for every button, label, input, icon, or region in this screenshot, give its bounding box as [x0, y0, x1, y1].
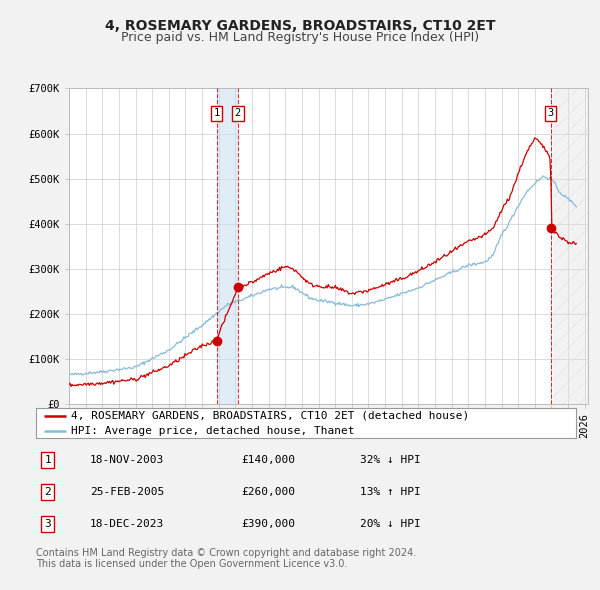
- Text: 3: 3: [44, 519, 51, 529]
- Text: 2: 2: [44, 487, 51, 497]
- Text: 1: 1: [214, 109, 220, 119]
- Text: 32% ↓ HPI: 32% ↓ HPI: [360, 455, 421, 466]
- Text: 2: 2: [235, 109, 241, 119]
- Text: 1: 1: [44, 455, 51, 466]
- Text: Contains HM Land Registry data © Crown copyright and database right 2024.
This d: Contains HM Land Registry data © Crown c…: [36, 548, 416, 569]
- Text: 4, ROSEMARY GARDENS, BROADSTAIRS, CT10 2ET: 4, ROSEMARY GARDENS, BROADSTAIRS, CT10 2…: [105, 19, 495, 33]
- Bar: [553, 88, 588, 404]
- Text: £390,000: £390,000: [241, 519, 295, 529]
- Text: 25-FEB-2005: 25-FEB-2005: [90, 487, 164, 497]
- Text: 18-NOV-2003: 18-NOV-2003: [90, 455, 164, 466]
- Text: 3: 3: [548, 109, 554, 119]
- Text: 13% ↑ HPI: 13% ↑ HPI: [360, 487, 421, 497]
- Text: 4, ROSEMARY GARDENS, BROADSTAIRS, CT10 2ET (detached house): 4, ROSEMARY GARDENS, BROADSTAIRS, CT10 2…: [71, 411, 469, 421]
- Text: £140,000: £140,000: [241, 455, 295, 466]
- Bar: [217, 88, 238, 404]
- Text: 20% ↓ HPI: 20% ↓ HPI: [360, 519, 421, 529]
- Text: 18-DEC-2023: 18-DEC-2023: [90, 519, 164, 529]
- Text: Price paid vs. HM Land Registry's House Price Index (HPI): Price paid vs. HM Land Registry's House …: [121, 31, 479, 44]
- Text: £260,000: £260,000: [241, 487, 295, 497]
- Text: HPI: Average price, detached house, Thanet: HPI: Average price, detached house, Than…: [71, 426, 355, 435]
